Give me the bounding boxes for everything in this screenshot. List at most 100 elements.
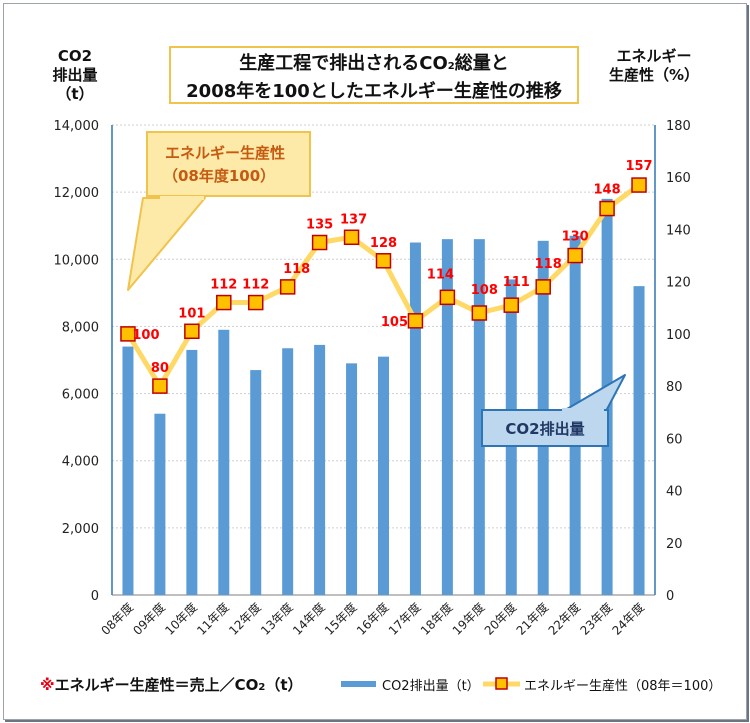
co2-bar xyxy=(633,286,645,595)
x-tick-label: 09年度 xyxy=(130,600,168,638)
energy-marker xyxy=(343,229,360,246)
co2-callout-text: CO2排出量 xyxy=(505,420,584,438)
energy-data-label: 111 xyxy=(503,275,530,290)
energy-data-label: 112 xyxy=(242,278,269,293)
energy-data-label: 114 xyxy=(427,267,454,282)
energy-data-label: 80 xyxy=(151,361,169,376)
energy-data-label: 157 xyxy=(625,159,652,174)
x-tick-label: 14年度 xyxy=(289,600,327,638)
co2-bar xyxy=(346,363,358,595)
legend-line-label: エネルギー生産性（08年＝100） xyxy=(524,679,722,694)
right-tick-label: 140 xyxy=(666,223,691,238)
right-tick-label: 60 xyxy=(666,432,683,447)
energy-data-label: 130 xyxy=(562,230,589,245)
right-tick-label: 40 xyxy=(666,485,683,500)
energy-marker xyxy=(120,326,136,342)
co2-bar xyxy=(314,344,326,595)
co2-bar xyxy=(473,239,485,595)
energy-data-label: 135 xyxy=(306,218,333,233)
energy-callout-line1: エネルギー生産性 xyxy=(165,144,285,162)
energy-marker xyxy=(631,177,647,193)
co2-bar xyxy=(186,349,198,595)
energy-marker xyxy=(407,313,424,329)
x-tick-label: 10年度 xyxy=(162,600,200,638)
co2-bar xyxy=(441,239,453,595)
right-tick-label: 0 xyxy=(666,589,674,604)
x-tick-label: 19年度 xyxy=(449,600,487,638)
energy-marker xyxy=(439,289,456,306)
energy-callout-pointer xyxy=(127,197,206,291)
co2-callout-join xyxy=(562,408,604,412)
callouts: エネルギー生産性 （08年度100） CO2排出量 xyxy=(127,131,626,447)
energy-callout-box xyxy=(146,131,311,197)
energy-marker xyxy=(152,378,168,394)
left-tick-label: 10,000 xyxy=(54,253,100,268)
co2-bar xyxy=(250,370,262,595)
legend-bar-swatch xyxy=(341,681,376,687)
legend-marker-swatch xyxy=(495,677,508,690)
left-axis-title: CO2 排出量 （t） xyxy=(52,47,98,103)
energy-marker xyxy=(503,297,520,313)
left-tick-label: 8,000 xyxy=(62,320,99,335)
co2-bar xyxy=(154,413,166,595)
energy-marker xyxy=(279,279,296,295)
energy-polyline xyxy=(125,183,641,389)
left-tick-label: 2,000 xyxy=(62,522,99,537)
co2-bar xyxy=(409,242,421,595)
left-tick-label: 0 xyxy=(91,589,99,604)
right-tick-label: 80 xyxy=(666,380,683,395)
x-tick-label: 08年度 xyxy=(98,600,136,638)
left-tick-label: 14,000 xyxy=(54,119,100,134)
energy-data-label: 101 xyxy=(178,306,205,321)
co2-bar xyxy=(378,356,389,595)
right-tick-label: 20 xyxy=(666,537,683,552)
energy-data-label: 148 xyxy=(594,183,621,198)
x-tick-label: 24年度 xyxy=(609,600,647,638)
x-tick-label: 16年度 xyxy=(353,600,391,638)
left-tick-label: 4,000 xyxy=(62,455,99,470)
energy-marker xyxy=(375,253,392,269)
energy-markers xyxy=(120,177,647,394)
co2-bar xyxy=(218,329,230,595)
right-tick-label: 180 xyxy=(666,119,691,134)
x-tick-label: 11年度 xyxy=(194,600,232,638)
energy-marker xyxy=(535,279,551,295)
left-tick-label: 6,000 xyxy=(62,388,99,403)
co2-bar xyxy=(122,346,134,595)
energy-marker xyxy=(216,294,232,311)
legend-bar-label: CO2排出量（t） xyxy=(382,679,480,694)
energy-data-label: 100 xyxy=(132,328,159,343)
co2-callout-box xyxy=(481,409,609,447)
energy-callout-line2: （08年度100） xyxy=(163,167,275,185)
energy-callout-join xyxy=(160,196,204,200)
energy-line xyxy=(125,183,641,389)
x-tick-label: 18年度 xyxy=(417,600,455,638)
energy-marker xyxy=(311,234,328,251)
energy-marker xyxy=(599,200,615,217)
right-tick-label: 160 xyxy=(666,171,691,186)
x-tick-label: 22年度 xyxy=(545,600,583,638)
right-tick-label: 100 xyxy=(666,328,691,343)
energy-data-label: 105 xyxy=(381,315,408,330)
right-axis-title: エネルギー 生産性（%） xyxy=(608,47,700,84)
x-tick-label: 13年度 xyxy=(257,600,295,638)
energy-marker xyxy=(471,305,488,321)
x-tick-label: 21年度 xyxy=(513,600,551,638)
x-tick-label: 15年度 xyxy=(321,600,359,638)
co2-bar xyxy=(282,348,294,595)
x-tick-label: 20年度 xyxy=(481,600,519,638)
energy-data-label: 137 xyxy=(340,212,367,227)
energy-data-label: 118 xyxy=(283,262,310,277)
energy-marker xyxy=(567,247,583,264)
x-tick-label: 12年度 xyxy=(225,600,263,638)
energy-data-label: 112 xyxy=(210,278,237,293)
x-tick-label: 17年度 xyxy=(385,600,423,638)
footnote: ※エネルギー生産性＝売上／CO2（t） xyxy=(40,676,303,694)
right-tick-label: 120 xyxy=(666,276,691,291)
energy-data-label: 108 xyxy=(471,283,498,298)
left-tick-label: 12,000 xyxy=(54,186,100,201)
energy-data-label: 128 xyxy=(370,236,397,251)
energy-marker xyxy=(184,323,200,340)
